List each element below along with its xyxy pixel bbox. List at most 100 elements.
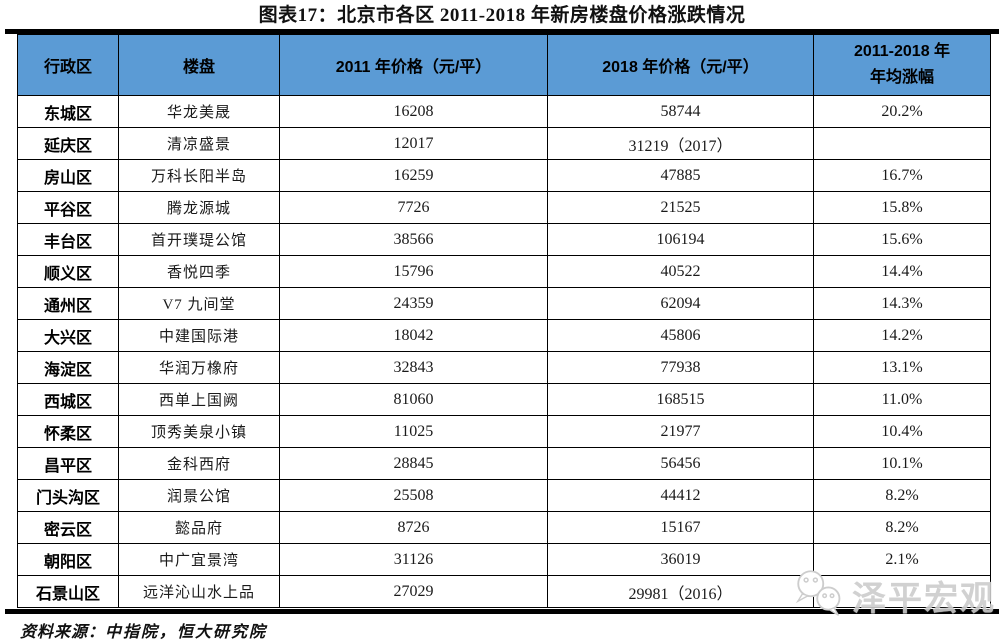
table-row: 门头沟区 润景公馆 25508 44412 8.2% [17,479,991,512]
top-rule [5,29,999,34]
cell-price-2018: 21977 [547,415,814,448]
cell-price-2011: 18042 [279,319,548,352]
cell-project: 西单上国阙 [118,383,280,416]
cell-district: 西城区 [17,383,119,416]
table-row: 海淀区 华润万橡府 32843 77938 13.1% [17,351,991,384]
cell-price-2011: 25508 [279,479,548,512]
cell-district: 东城区 [17,95,119,128]
header-growth: 2011-2018 年 年均涨幅 [813,34,991,96]
table-row: 朝阳区 中广宜景湾 31126 36019 2.1% [17,543,991,576]
cell-growth: 8.2% [813,479,991,512]
cell-price-2018: 29981（2016） [547,575,814,608]
cell-project: 华龙美晟 [118,95,280,128]
cell-growth: 11.0% [813,383,991,416]
table-row: 石景山区 远洋沁山水上品 27029 29981（2016） [17,575,991,608]
cell-district: 石景山区 [17,575,119,608]
cell-price-2018: 106194 [547,223,814,256]
cell-project: V7 九间堂 [118,287,280,320]
cell-price-2011: 12017 [279,127,548,160]
cell-price-2011: 32843 [279,351,548,384]
table-row: 延庆区 清凉盛景 12017 31219（2017） [17,127,991,160]
cell-price-2011: 38566 [279,223,548,256]
price-table-container: 行政区 楼盘 2011 年价格（元/平） 2018 年价格（元/平） 2011-… [17,34,991,608]
cell-district: 怀柔区 [17,415,119,448]
header-price-2011: 2011 年价格（元/平） [279,34,548,96]
cell-district: 朝阳区 [17,543,119,576]
cell-price-2018: 62094 [547,287,814,320]
cell-price-2011: 15796 [279,255,548,288]
header-price-2018: 2018 年价格（元/平） [547,34,814,96]
cell-project: 润景公馆 [118,479,280,512]
cell-project: 清凉盛景 [118,127,280,160]
cell-growth: 8.2% [813,511,991,544]
table-row: 密云区 懿品府 8726 15167 8.2% [17,511,991,544]
cell-project: 中广宜景湾 [118,543,280,576]
cell-growth: 15.6% [813,223,991,256]
table-body: 东城区 华龙美晟 16208 58744 20.2% 延庆区 清凉盛景 1201… [17,95,991,608]
cell-price-2011: 16208 [279,95,548,128]
cell-district: 平谷区 [17,191,119,224]
cell-district: 通州区 [17,287,119,320]
cell-growth [813,575,991,608]
cell-growth: 10.1% [813,447,991,480]
cell-growth: 16.7% [813,159,991,192]
table-row: 昌平区 金科西府 28845 56456 10.1% [17,447,991,480]
header-growth-line2: 年均涨幅 [869,69,934,86]
cell-growth: 14.4% [813,255,991,288]
cell-project: 香悦四季 [118,255,280,288]
cell-growth: 10.4% [813,415,991,448]
cell-price-2018: 58744 [547,95,814,128]
cell-price-2018: 21525 [547,191,814,224]
cell-price-2018: 47885 [547,159,814,192]
cell-project: 中建国际港 [118,319,280,352]
table-row: 西城区 西单上国阙 81060 168515 11.0% [17,383,991,416]
header-row: 行政区 楼盘 2011 年价格（元/平） 2018 年价格（元/平） 2011-… [17,34,991,96]
cell-price-2011: 7726 [279,191,548,224]
cell-project: 懿品府 [118,511,280,544]
cell-price-2011: 27029 [279,575,548,608]
table-row: 丰台区 首开璞瑅公馆 38566 106194 15.6% [17,223,991,256]
table-row: 顺义区 香悦四季 15796 40522 14.4% [17,255,991,288]
cell-price-2018: 44412 [547,479,814,512]
cell-growth: 14.2% [813,319,991,352]
cell-district: 丰台区 [17,223,119,256]
table-row: 房山区 万科长阳半岛 16259 47885 16.7% [17,159,991,192]
cell-district: 大兴区 [17,319,119,352]
cell-price-2011: 31126 [279,543,548,576]
cell-district: 门头沟区 [17,479,119,512]
cell-district: 海淀区 [17,351,119,384]
source-text: 中指院，恒大研究院 [105,624,268,641]
header-growth-line1: 2011-2018 年 [853,43,951,60]
cell-price-2018: 45806 [547,319,814,352]
cell-district: 昌平区 [17,447,119,480]
cell-price-2018: 36019 [547,543,814,576]
cell-growth: 2.1% [813,543,991,576]
header-project: 楼盘 [118,34,280,96]
cell-district: 延庆区 [17,127,119,160]
bottom-rule [5,609,999,614]
cell-price-2011: 8726 [279,511,548,544]
table-row: 平谷区 腾龙源城 7726 21525 15.8% [17,191,991,224]
source-label: 资料来源： [20,624,106,641]
cell-growth [813,127,991,160]
table-row: 通州区 V7 九间堂 24359 62094 14.3% [17,287,991,320]
cell-price-2011: 16259 [279,159,548,192]
cell-growth: 14.3% [813,287,991,320]
table-header: 行政区 楼盘 2011 年价格（元/平） 2018 年价格（元/平） 2011-… [17,34,991,96]
cell-price-2018: 56456 [547,447,814,480]
cell-price-2011: 81060 [279,383,548,416]
table-row: 东城区 华龙美晟 16208 58744 20.2% [17,95,991,128]
cell-price-2011: 11025 [279,415,548,448]
cell-price-2018: 40522 [547,255,814,288]
cell-project: 远洋沁山水上品 [118,575,280,608]
table-row: 怀柔区 顶秀美泉小镇 11025 21977 10.4% [17,415,991,448]
table-row: 大兴区 中建国际港 18042 45806 14.2% [17,319,991,352]
cell-growth: 20.2% [813,95,991,128]
cell-price-2018: 15167 [547,511,814,544]
figure-title: 图表17：北京市各区 2011-2018 年新房楼盘价格涨跌情况 [258,5,746,26]
source-note: 资料来源：中指院，恒大研究院 [20,618,1004,642]
cell-price-2018: 77938 [547,351,814,384]
cell-price-2011: 28845 [279,447,548,480]
cell-project: 华润万橡府 [118,351,280,384]
cell-price-2011: 24359 [279,287,548,320]
